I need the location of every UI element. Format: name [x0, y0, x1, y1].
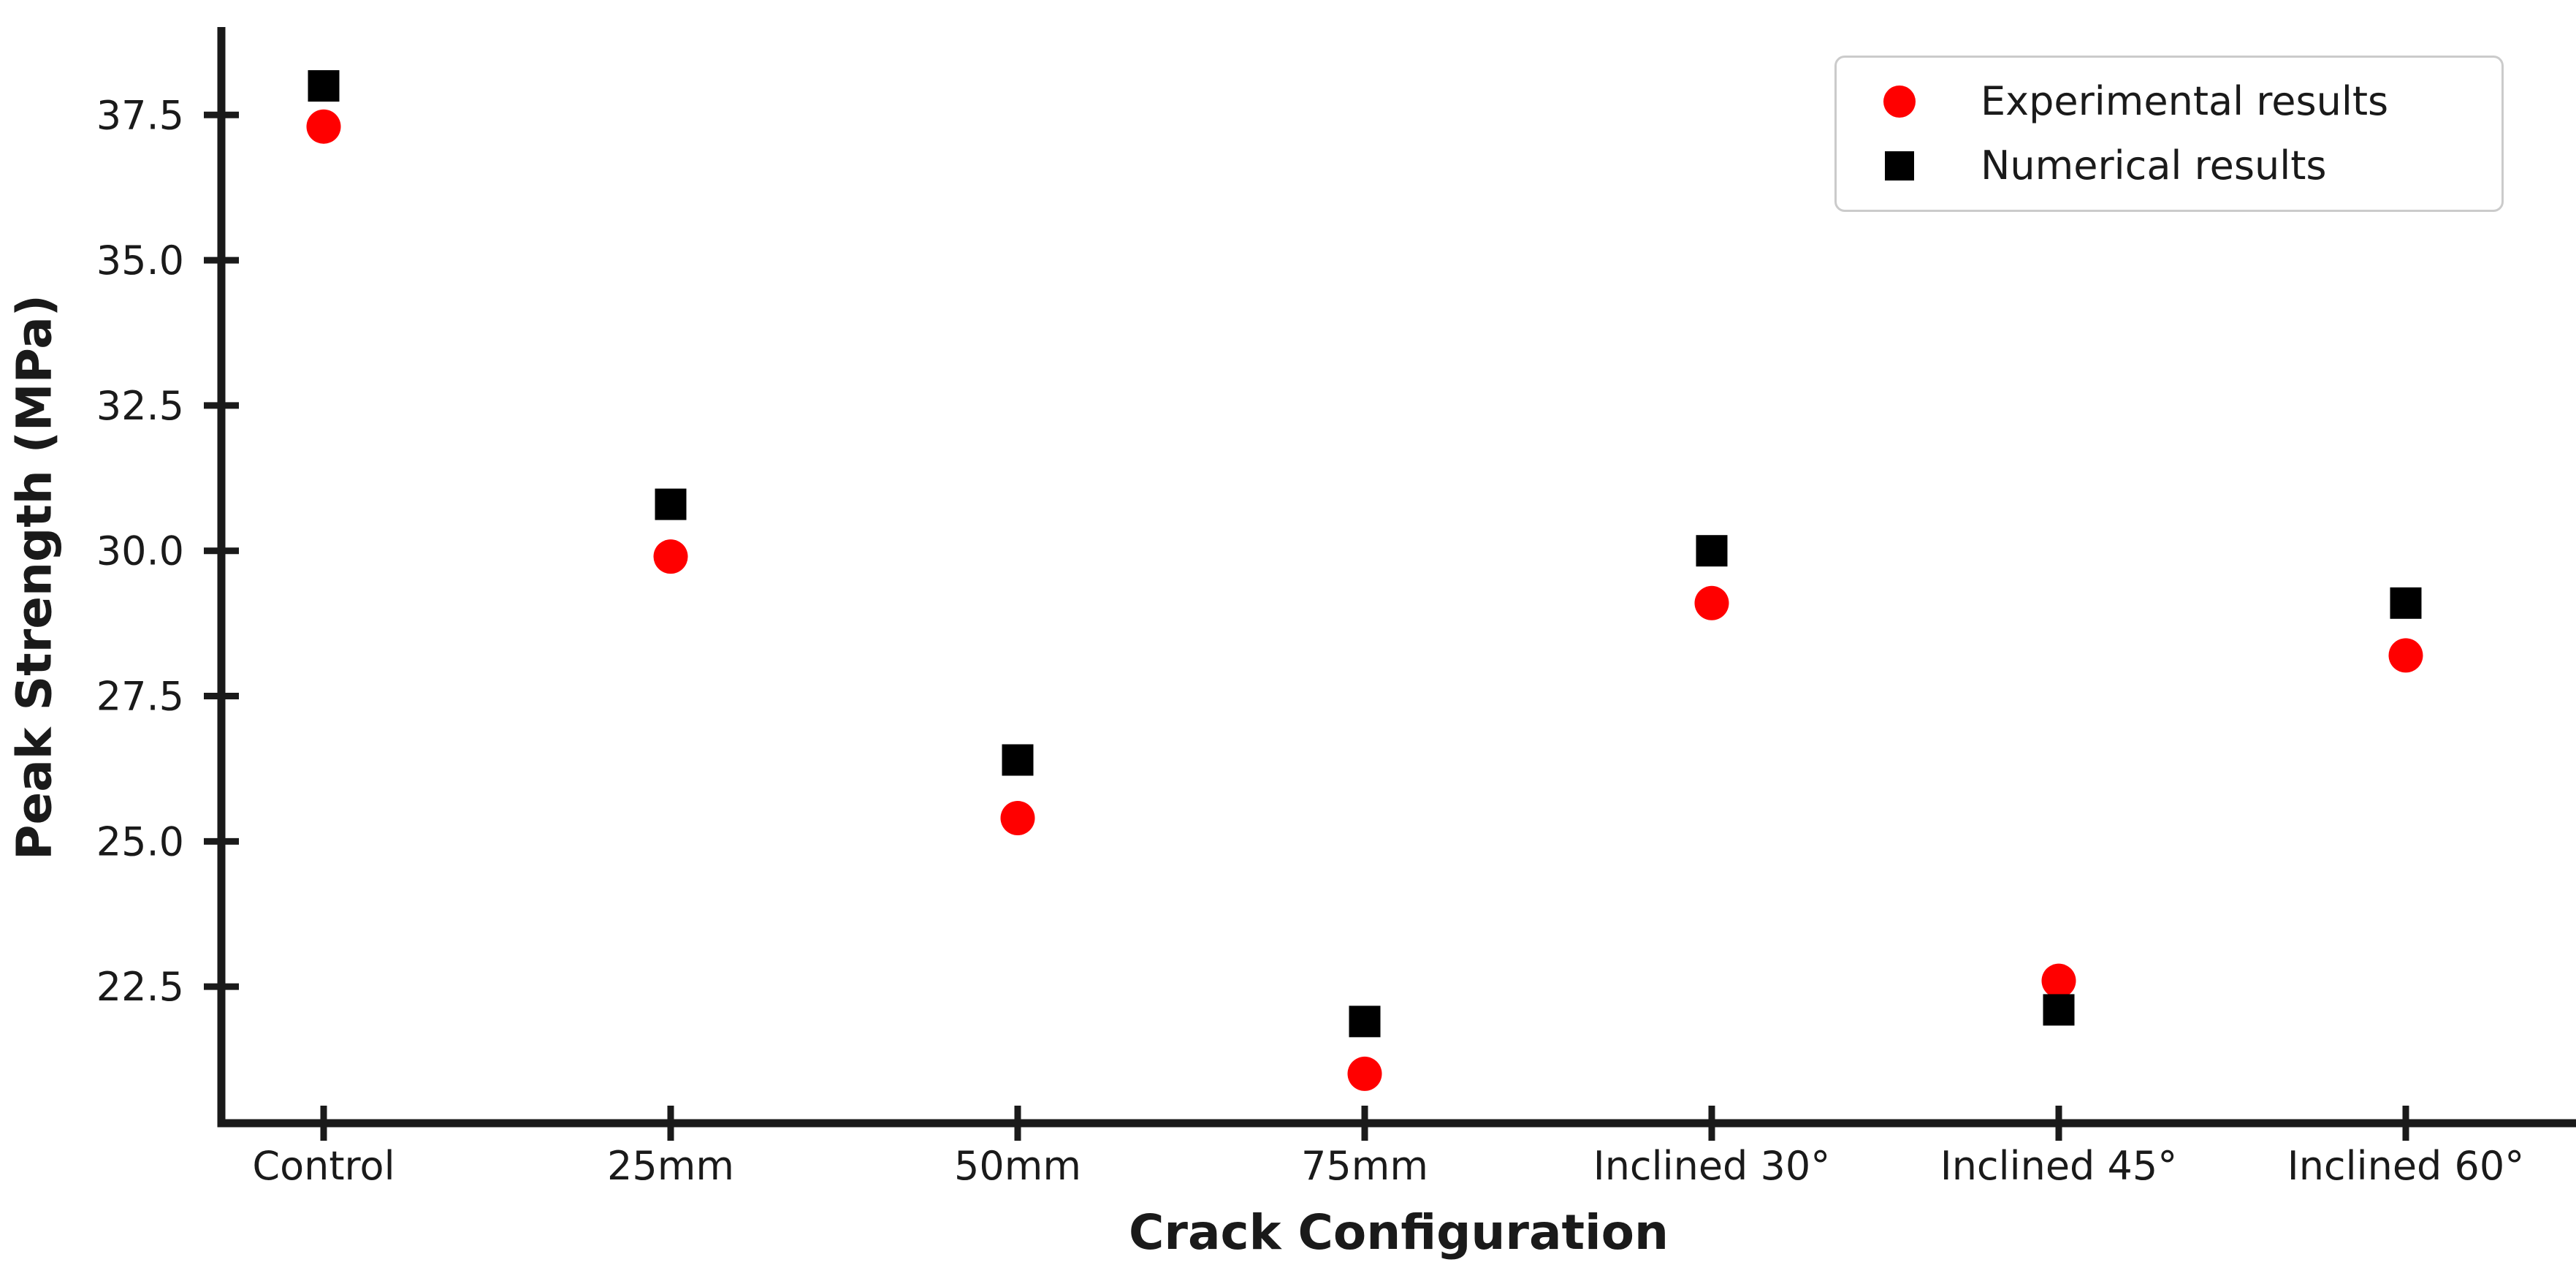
scatter-marker-square	[655, 488, 687, 520]
y-tick-label: 37.5	[96, 92, 184, 138]
x-tick-label: 75mm	[1301, 1143, 1428, 1189]
legend-label-experimental: Experimental results	[1981, 78, 2389, 124]
scatter-marker-circle	[653, 539, 688, 574]
x-axis-title: Crack Configuration	[1128, 1204, 1669, 1261]
black-square-icon	[1885, 151, 1914, 180]
scatter-marker-circle	[1694, 585, 1729, 620]
y-tick-label: 22.5	[96, 964, 184, 1010]
y-tick-label: 32.5	[96, 383, 184, 429]
scatter-marker-circle	[2388, 638, 2423, 673]
x-tick-label: Inclined 45°	[1940, 1143, 2177, 1189]
scatter-marker-square	[1349, 1006, 1381, 1038]
scatter-marker-square	[2043, 994, 2075, 1026]
x-tick-label: 50mm	[954, 1143, 1081, 1189]
x-tick-label: Control	[252, 1143, 395, 1189]
legend-label-numerical: Numerical results	[1981, 142, 2327, 189]
red-circle-icon	[1883, 86, 1916, 118]
x-tick-label: Inclined 60°	[2287, 1143, 2524, 1189]
legend-marker-box	[1883, 85, 1916, 118]
scatter-marker-square	[1002, 744, 1034, 776]
scatter-marker-square	[308, 70, 340, 102]
scatter-marker-square	[2390, 587, 2422, 619]
legend-item-numerical: Numerical results	[1837, 143, 2501, 189]
scatter-marker-circle	[1347, 1056, 1382, 1091]
x-tick-label: 25mm	[607, 1143, 734, 1189]
scatter-marker-circle	[1000, 801, 1035, 836]
scatter-marker-circle	[2041, 963, 2076, 998]
y-axis-title: Peak Strength (MPa)	[6, 294, 63, 860]
legend-item-experimental: Experimental results	[1837, 79, 2501, 124]
y-tick-label: 27.5	[96, 674, 184, 720]
x-tick-label: Inclined 30°	[1593, 1143, 1830, 1189]
scatter-marker-circle	[306, 109, 341, 144]
y-tick-label: 30.0	[96, 528, 184, 574]
legend-marker-box	[1883, 149, 1916, 183]
legend: Experimental results Numerical results	[1834, 56, 2504, 212]
y-tick-label: 35.0	[96, 238, 184, 284]
y-tick-label: 25.0	[96, 818, 184, 864]
scatter-marker-square	[1696, 535, 1728, 567]
